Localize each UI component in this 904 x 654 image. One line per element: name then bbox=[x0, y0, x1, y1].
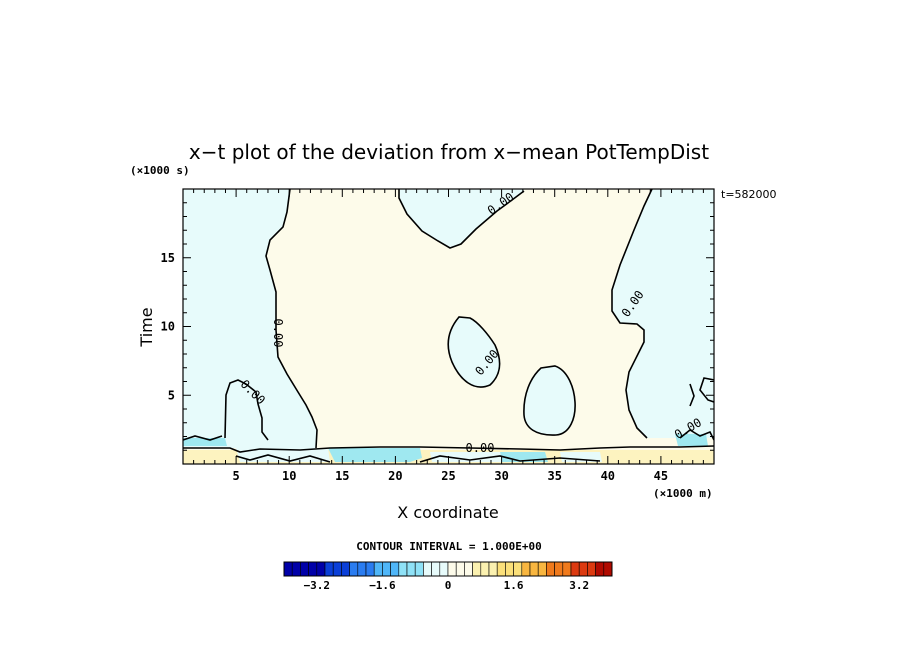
colorbar-cell bbox=[373, 561, 383, 577]
colorbar-cell bbox=[521, 561, 531, 577]
chart-title: x−t plot of the deviation from x−mean Po… bbox=[189, 140, 709, 164]
x-tick-label: 25 bbox=[441, 469, 455, 483]
x-tick-label: 30 bbox=[494, 469, 508, 483]
x-tick-label: 10 bbox=[282, 469, 296, 483]
colorbar-cell bbox=[529, 561, 539, 577]
colorbar-cell bbox=[349, 561, 359, 577]
colorbar-cell bbox=[455, 561, 465, 577]
x-tick-label: 35 bbox=[547, 469, 561, 483]
time-stamp: t=582000 bbox=[721, 188, 777, 201]
x-tick-label: 20 bbox=[388, 469, 402, 483]
contour-bottom-line bbox=[183, 445, 714, 453]
colorbar-cell bbox=[562, 561, 572, 577]
colorbar-cell bbox=[496, 561, 506, 577]
colorbar-cell bbox=[291, 561, 301, 577]
colorbar-cell bbox=[480, 561, 490, 577]
colorbar-cell bbox=[423, 561, 432, 577]
region-top-negative bbox=[399, 189, 524, 248]
y-unit-label: (×1000 s) bbox=[130, 164, 190, 177]
contour-left bbox=[265, 189, 318, 449]
x-axis: 5 10 15 20 25 30 35 40 45 bbox=[182, 189, 715, 483]
colorbar-cell bbox=[357, 561, 367, 577]
colorbar-cell bbox=[505, 561, 514, 577]
colorbar-cell bbox=[390, 561, 400, 577]
y-tick-label: 15 bbox=[161, 251, 175, 265]
colorbar-cell bbox=[332, 561, 342, 577]
colorbar-cell bbox=[300, 561, 309, 577]
region-bottom-light bbox=[236, 448, 602, 462]
contour-lower-oval bbox=[523, 365, 576, 436]
region-right-negative bbox=[612, 189, 714, 438]
contour-left-bump bbox=[224, 379, 269, 441]
x-tick-label: 15 bbox=[335, 469, 349, 483]
contour-right-edge bbox=[689, 377, 714, 407]
colorbar-tick-label: 3.2 bbox=[569, 579, 589, 592]
y-axis-title: Time bbox=[137, 307, 156, 347]
colorbar-cell bbox=[570, 561, 580, 577]
region-lower-oval bbox=[523, 366, 576, 436]
contour-label: 0.00 bbox=[466, 441, 495, 455]
contour-right bbox=[611, 189, 653, 439]
contour-top bbox=[398, 189, 525, 249]
colorbar: −3.2 −1.6 0 1.6 3.2 bbox=[283, 561, 613, 592]
colorbar-frame bbox=[283, 561, 613, 577]
colorbar-cell bbox=[283, 561, 293, 577]
colorbar-tick-label: −3.2 bbox=[304, 579, 331, 592]
colorbar-cell bbox=[595, 561, 605, 577]
colorbar-cell bbox=[406, 561, 416, 577]
colorbar-tick-label: −1.6 bbox=[369, 579, 396, 592]
region-left-negative bbox=[183, 189, 317, 448]
y-axis: 5 10 15 bbox=[161, 188, 714, 465]
colorbar-cell bbox=[464, 561, 473, 577]
contour-interval: CONTOUR INTERVAL = 1.000E+00 bbox=[356, 540, 541, 553]
y-tick-label: 5 bbox=[168, 388, 175, 402]
colorbar-cell bbox=[414, 561, 424, 577]
x-tick-label: 40 bbox=[601, 469, 615, 483]
x-tick-label: 45 bbox=[654, 469, 668, 483]
y-tick-label: 10 bbox=[161, 320, 175, 334]
x-unit-label: (×1000 m) bbox=[653, 487, 713, 500]
colorbar-cell bbox=[554, 561, 564, 577]
x-tick-label: 5 bbox=[232, 469, 239, 483]
contour-label: 0.00 bbox=[271, 319, 285, 348]
colorbar-cell bbox=[587, 561, 596, 577]
colorbar-tick-label: 1.6 bbox=[504, 579, 524, 592]
colorbar-cell bbox=[546, 561, 555, 577]
colorbar-cell bbox=[578, 561, 588, 577]
colorbar-cell bbox=[316, 561, 326, 577]
x-axis-title: X coordinate bbox=[397, 503, 498, 522]
colorbar-cell bbox=[488, 561, 498, 577]
colorbar-cell bbox=[472, 561, 482, 577]
colorbar-tick-label: 0 bbox=[445, 579, 452, 592]
colorbar-cell bbox=[513, 561, 523, 577]
colorbar-cell bbox=[439, 561, 449, 577]
colorbar-cell bbox=[365, 561, 375, 577]
contour-bottom-wiggle bbox=[183, 435, 601, 463]
colorbar-cell bbox=[447, 561, 457, 577]
colorbar-cell bbox=[308, 561, 318, 577]
colorbar-cell bbox=[382, 561, 391, 577]
zero-contours bbox=[183, 189, 714, 463]
colorbar-cell bbox=[603, 561, 613, 577]
colorbar-cell bbox=[324, 561, 334, 577]
colorbar-cell bbox=[398, 561, 408, 577]
contour-mid-oval bbox=[447, 316, 501, 388]
colorbar-cell bbox=[341, 561, 350, 577]
colorbar-cell bbox=[537, 561, 547, 577]
colorbar-cell bbox=[431, 561, 441, 577]
contour-right-bottom bbox=[679, 429, 714, 441]
plot-area: 0.00 0.00 0.00 0.00 0.00 0.00 0.00 bbox=[183, 189, 714, 464]
